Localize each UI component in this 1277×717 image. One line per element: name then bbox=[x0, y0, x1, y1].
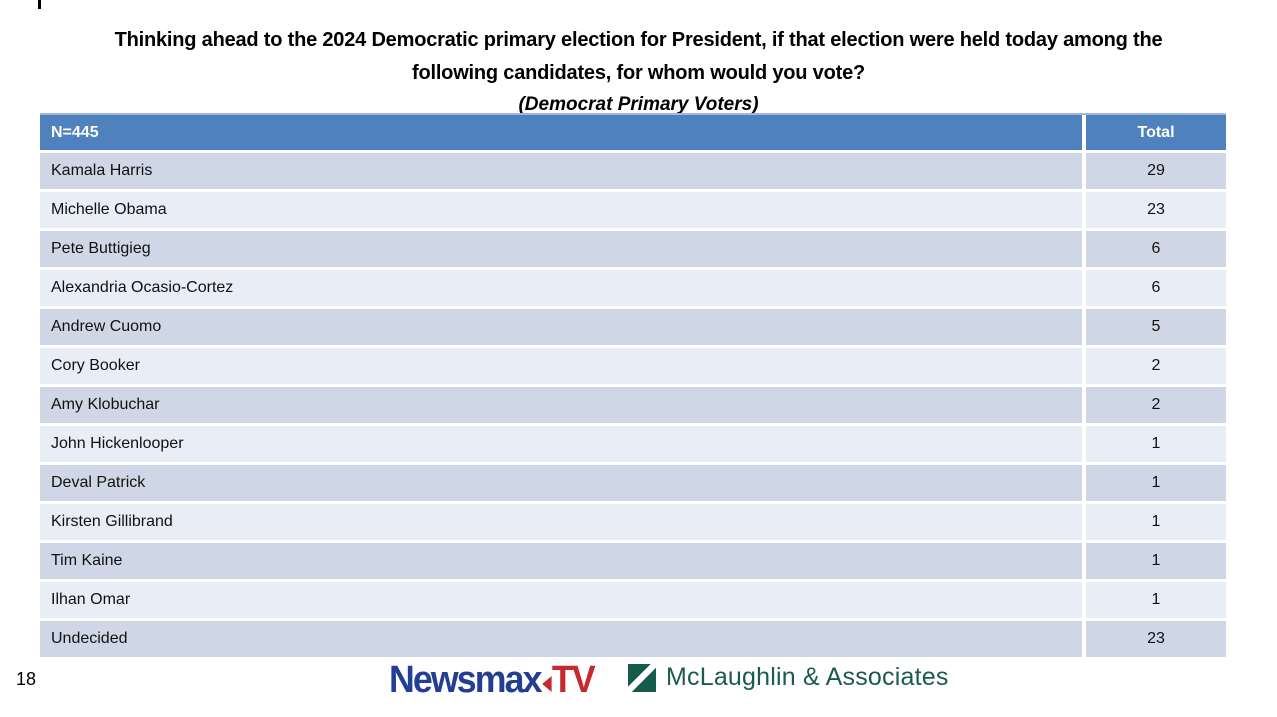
table-row: Kamala Harris 29 bbox=[40, 153, 1226, 189]
total-cell: 5 bbox=[1086, 309, 1226, 345]
table-row: Amy Klobuchar 2 bbox=[40, 387, 1226, 423]
title-line-1: Thinking ahead to the 2024 Democratic pr… bbox=[114, 29, 1163, 51]
slide-title: Thinking ahead to the 2024 Democratic pr… bbox=[0, 24, 1277, 120]
candidate-cell: Kamala Harris bbox=[40, 153, 1082, 189]
candidate-cell: Kirsten Gillibrand bbox=[40, 504, 1082, 540]
total-cell: 29 bbox=[1086, 153, 1226, 189]
table-header-row: N=445 Total bbox=[40, 113, 1226, 150]
total-cell: 6 bbox=[1086, 231, 1226, 267]
table-row: Andrew Cuomo 5 bbox=[40, 309, 1226, 345]
poll-table: N=445 Total Kamala Harris 29 Michelle Obam… bbox=[40, 113, 1226, 657]
poll-table-body: Kamala Harris 29 Michelle Obama 23 Pete Butt… bbox=[40, 153, 1226, 657]
table-row: Kirsten Gillibrand 1 bbox=[40, 504, 1226, 540]
total-cell: 1 bbox=[1086, 582, 1226, 618]
total-cell: 1 bbox=[1086, 426, 1226, 462]
newsmax-wordmark: Newsmax bbox=[389, 659, 543, 701]
total-cell: 23 bbox=[1086, 621, 1226, 657]
page-number: 18 bbox=[16, 669, 37, 689]
table-row: Ilhan Omar 1 bbox=[40, 582, 1226, 618]
table-row: Cory Booker 2 bbox=[40, 348, 1226, 384]
candidate-cell: Pete Buttigieg bbox=[40, 231, 1082, 267]
candidate-cell: Andrew Cuomo bbox=[40, 309, 1082, 345]
sample-size-header-cell: N=445 bbox=[40, 115, 1082, 150]
table-row: Alexandria Ocasio-Cortez 6 bbox=[40, 270, 1226, 306]
title-line-2: following candidates, for whom would you… bbox=[411, 62, 866, 84]
table-row: Pete Buttigieg 6 bbox=[40, 231, 1226, 267]
mclaughlin-square-icon bbox=[628, 663, 656, 692]
candidate-cell: Cory Booker bbox=[40, 348, 1082, 384]
total-cell: 23 bbox=[1086, 192, 1226, 228]
total-header-cell: Total bbox=[1086, 115, 1226, 150]
table-row: Deval Patrick 1 bbox=[40, 465, 1226, 501]
candidate-cell: Ilhan Omar bbox=[40, 582, 1082, 618]
newsmax-arrow-icon bbox=[542, 675, 552, 692]
total-cell: 1 bbox=[1086, 504, 1226, 540]
candidate-cell: Tim Kaine bbox=[40, 543, 1082, 579]
newsmax-tv-logo: Newsmax TV bbox=[389, 659, 596, 702]
candidate-cell: John Hickenlooper bbox=[40, 426, 1082, 462]
mclaughlin-logo: McLaughlin & Associates bbox=[628, 663, 949, 692]
candidate-cell: Amy Klobuchar bbox=[40, 387, 1082, 423]
total-cell: 1 bbox=[1086, 465, 1226, 501]
mclaughlin-wordmark: McLaughlin & Associates bbox=[666, 663, 949, 691]
total-cell: 2 bbox=[1086, 387, 1226, 423]
total-cell: 6 bbox=[1086, 270, 1226, 306]
table-row: Undecided 23 bbox=[40, 621, 1226, 657]
table-row: John Hickenlooper 1 bbox=[40, 426, 1226, 462]
candidate-cell: Alexandria Ocasio-Cortez bbox=[40, 270, 1082, 306]
table-row: Tim Kaine 1 bbox=[40, 543, 1226, 579]
newsmax-tv-wordmark: TV bbox=[551, 659, 596, 701]
total-cell: 2 bbox=[1086, 348, 1226, 384]
subtitle: (Democrat Primary Voters) bbox=[518, 94, 759, 115]
table-row: Michelle Obama 23 bbox=[40, 192, 1226, 228]
top-left-tick bbox=[38, 0, 41, 9]
candidate-cell: Deval Patrick bbox=[40, 465, 1082, 501]
candidate-cell: Michelle Obama bbox=[40, 192, 1082, 228]
total-cell: 1 bbox=[1086, 543, 1226, 579]
candidate-cell: Undecided bbox=[40, 621, 1082, 657]
